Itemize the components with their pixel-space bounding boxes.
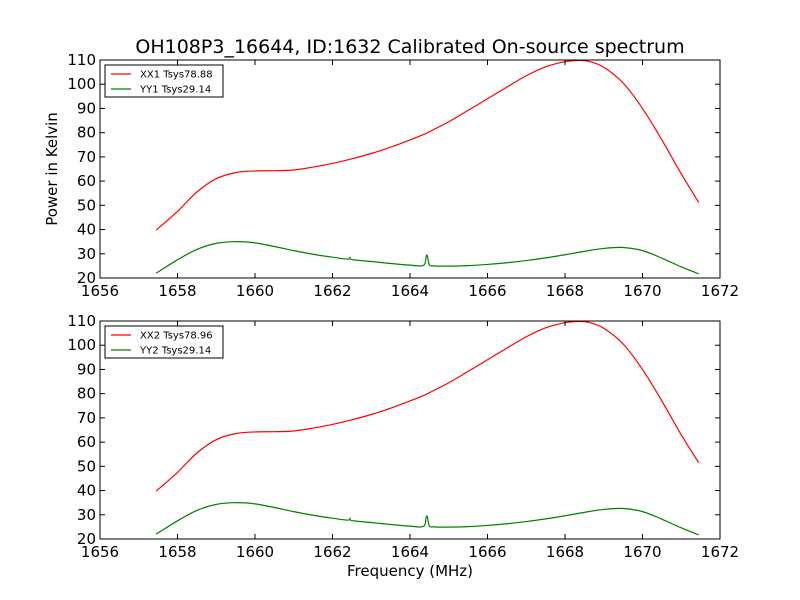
- top-legend: XX1 Tsys78.88 YY1 Tsys29.14: [104, 64, 224, 98]
- bottom-legend-label-2: YY2 Tsys29.14: [139, 346, 211, 357]
- top-x-tick-label: 1660: [236, 282, 274, 300]
- top-y-tick-label: 90: [77, 99, 96, 117]
- top-series-line-2: [155, 241, 699, 275]
- top-x-tick-label: 1656: [81, 282, 119, 300]
- bottom-panel: 1656 1658 1660 1662 1664 1666 1668 1670 1672 20 30…: [67, 312, 739, 561]
- top-x-tick-label: 1658: [158, 282, 196, 300]
- bottom-y-tick-label: 110: [67, 312, 96, 330]
- top-y-tick-label: 110: [67, 51, 96, 69]
- top-y-tick-label: 50: [77, 196, 96, 214]
- top-y-tick-label: 20: [77, 269, 96, 287]
- bottom-x-tick-label: 1670: [623, 543, 661, 561]
- top-y-tick-label: 30: [77, 245, 96, 263]
- top-series-line-1: [155, 60, 700, 231]
- top-legend-label-2: YY1 Tsys29.14: [139, 85, 211, 96]
- top-panel: 1656 1658 1660 1662 1664 1666 1668 1670 1672 20 30…: [67, 51, 739, 300]
- x-axis-label: Frequency (MHz): [347, 562, 473, 580]
- top-y-tick-label: 80: [77, 124, 96, 142]
- bottom-x-tick-label: 1660: [236, 543, 274, 561]
- bottom-x-tick-label: 1666: [468, 543, 506, 561]
- top-x-tick-label: 1662: [313, 282, 351, 300]
- bottom-y-tick-label: 80: [77, 385, 96, 403]
- top-y-tick-label: 70: [77, 148, 96, 166]
- figure-title: OH108P3_16644, ID:1632 Calibrated On-sou…: [135, 36, 684, 58]
- top-x-tick-label: 1668: [546, 282, 584, 300]
- bottom-y-tick-label: 60: [77, 433, 96, 451]
- bottom-y-tick-label: 40: [77, 482, 96, 500]
- bottom-y-tick-label: 30: [77, 506, 96, 524]
- top-x-tick-label: 1670: [623, 282, 661, 300]
- top-x-tick-label: 1672: [701, 282, 739, 300]
- top-legend-label-1: XX1 Tsys78.88: [140, 70, 213, 81]
- bottom-y-tick-label: 70: [77, 409, 96, 427]
- bottom-series-line-1: [155, 321, 700, 492]
- bottom-x-tick-label: 1658: [158, 543, 196, 561]
- bottom-legend-label-1: XX2 Tsys78.96: [140, 331, 213, 342]
- bottom-x-tick-label: 1664: [391, 543, 429, 561]
- top-x-tick-label: 1664: [391, 282, 429, 300]
- bottom-x-tick-label: 1662: [313, 543, 351, 561]
- top-x-tick-label: 1666: [468, 282, 506, 300]
- bottom-y-tick-label: 20: [77, 530, 96, 548]
- bottom-x-tick-label: 1668: [546, 543, 584, 561]
- bottom-legend: XX2 Tsys78.96 YY2 Tsys29.14: [104, 325, 224, 359]
- bottom-x-tick-label: 1656: [81, 543, 119, 561]
- top-series-group: [155, 60, 700, 275]
- bottom-y-tick-label: 90: [77, 360, 96, 378]
- bottom-x-tick-label: 1672: [701, 543, 739, 561]
- top-y-tick-label: 40: [77, 221, 96, 239]
- bottom-series-line-2: [155, 502, 699, 536]
- y-axis-label: Power in Kelvin: [43, 112, 61, 226]
- bottom-legend-box: [104, 325, 224, 359]
- bottom-y-tick-label: 50: [77, 457, 96, 475]
- top-y-tick-label: 60: [77, 172, 96, 190]
- top-legend-box: [104, 64, 224, 98]
- bottom-series-group: [155, 321, 700, 536]
- top-y-tick-label: 100: [67, 75, 96, 93]
- bottom-y-tick-label: 100: [67, 336, 96, 354]
